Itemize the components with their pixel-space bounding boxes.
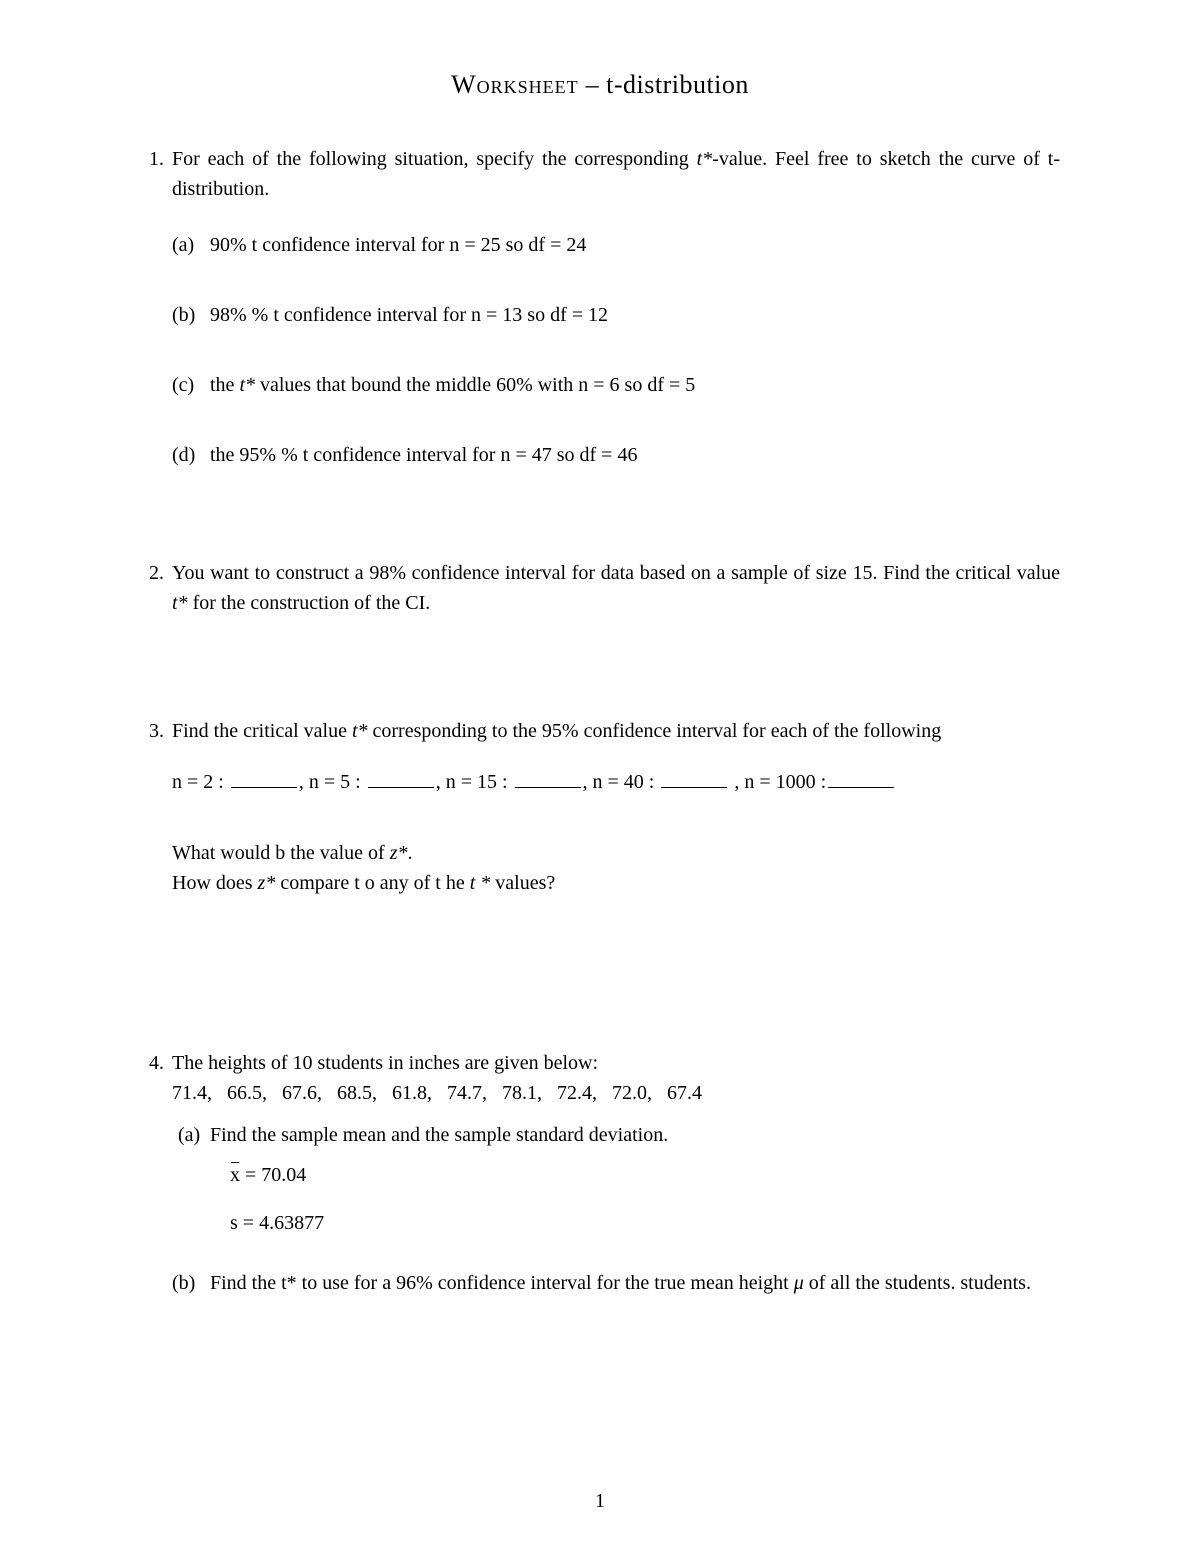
t-star-symbol-3b: t * xyxy=(470,872,491,894)
q3-follow2-b: compare t o any of t he xyxy=(275,872,469,894)
question-4: 4. The heights of 10 students in inches … xyxy=(140,1048,1060,1108)
blank-n5 xyxy=(368,770,434,788)
q4-xbar-value: = 70.04 xyxy=(240,1164,306,1186)
q1-a-label: (a) xyxy=(172,230,210,260)
q2-text-b: for the construction of the CI. xyxy=(188,592,431,614)
q3-followup: What would b the value of z*. How does z… xyxy=(172,838,1060,898)
q4-b: (b) Find the t* to use for a 96% confide… xyxy=(172,1268,1060,1298)
q4-data: 71.4, 66.5, 67.6, 68.5, 61.8, 74.7, 78.1… xyxy=(172,1078,1060,1108)
mu-symbol: μ xyxy=(794,1272,804,1294)
q4-s-value: s = 4.63877 xyxy=(230,1212,324,1234)
q3-text-b: corresponding to the 95% confidence inte… xyxy=(368,720,942,742)
q4-a-label: (a) xyxy=(172,1120,210,1150)
q3-follow-1: What would b the value of z*. xyxy=(172,838,1060,868)
q1-c-text-a: the xyxy=(210,374,239,396)
blank-n2 xyxy=(231,770,297,788)
q3-number: 3. xyxy=(140,716,172,746)
question-3: 3. Find the critical value t* correspond… xyxy=(140,716,1060,746)
q1-b-text: 98% % t confidence interval for n = 13 s… xyxy=(210,300,1060,330)
title-worksheet: Worksheet xyxy=(451,70,579,99)
q3-follow2-a: How does xyxy=(172,872,258,894)
q1-number: 1. xyxy=(140,144,172,204)
q3-text-a: Find the critical value xyxy=(172,720,352,742)
t-star-symbol-2: t* xyxy=(172,592,188,614)
q3-follow2-c: values? xyxy=(490,872,555,894)
blank-n1000 xyxy=(828,770,894,788)
q2-number: 2. xyxy=(140,558,172,618)
q1-d: (d) the 95% % t confidence interval for … xyxy=(172,440,1060,470)
q4-b-text-b: of all the students. students. xyxy=(804,1272,1031,1294)
question-2: 2. You want to construct a 98% confidenc… xyxy=(140,558,1060,618)
blank-n15 xyxy=(515,770,581,788)
title-topic: t-distribution xyxy=(606,70,749,99)
q1-b: (b) 98% % t confidence interval for n = … xyxy=(172,300,1060,330)
q1-a-text: 90% t confidence interval for n = 25 so … xyxy=(210,230,1060,260)
q1-d-label: (d) xyxy=(172,440,210,470)
q4-s: s = 4.63877 xyxy=(230,1208,1060,1238)
t-star-symbol-c: t* xyxy=(239,374,255,396)
q1-d-text: the 95% % t confidence interval for n = … xyxy=(210,440,1060,470)
q3-n5: , n = 5 : xyxy=(299,771,366,793)
q4-b-label: (b) xyxy=(172,1268,210,1298)
z-star-symbol-1: z* xyxy=(390,842,408,864)
q4-intro: The heights of 10 students in inches are… xyxy=(172,1048,1060,1078)
q3-follow1-a: What would b the value of xyxy=(172,842,390,864)
title-sep: – xyxy=(579,70,607,99)
t-star-symbol-3: t* xyxy=(352,720,368,742)
q1-c: (c) the t* values that bound the middle … xyxy=(172,370,1060,400)
q1-c-text-b: values that bound the middle 60% with n … xyxy=(255,374,695,396)
q3-body: Find the critical value t* corresponding… xyxy=(172,716,1060,746)
q2-text-a: You want to construct a 98% confidence i… xyxy=(172,562,1060,584)
x-bar-symbol: x xyxy=(230,1160,240,1190)
q1-c-body: the t* values that bound the middle 60% … xyxy=(210,370,1060,400)
q3-fill-line: n = 2 : , n = 5 : , n = 15 : , n = 40 : … xyxy=(172,770,1060,794)
q3-n1000: , n = 1000 : xyxy=(729,771,826,793)
q1-body: For each of the following situation, spe… xyxy=(172,144,1060,204)
q4-a: (a) Find the sample mean and the sample … xyxy=(172,1120,1060,1150)
question-1: 1. For each of the following situation, … xyxy=(140,144,1060,204)
q1-c-label: (c) xyxy=(172,370,210,400)
q4-xbar: x = 70.04 xyxy=(230,1160,1060,1190)
q3-follow1-b: . xyxy=(408,842,413,864)
page-title: Worksheet – t-distribution xyxy=(140,70,1060,100)
q1-b-label: (b) xyxy=(172,300,210,330)
page-number: 1 xyxy=(0,1490,1200,1513)
q1-a: (a) 90% t confidence interval for n = 25… xyxy=(172,230,1060,260)
t-star-symbol: t* xyxy=(697,148,713,170)
z-star-symbol-2: z* xyxy=(258,872,276,894)
q4-b-body: Find the t* to use for a 96% confidence … xyxy=(210,1268,1060,1298)
q4-body: The heights of 10 students in inches are… xyxy=(172,1048,1060,1108)
q3-follow-2: How does z* compare t o any of t he t * … xyxy=(172,868,1060,898)
q3-n15: , n = 15 : xyxy=(436,771,513,793)
q1-text-a: For each of the following situation, spe… xyxy=(172,148,697,170)
q4-b-text-a: Find the t* to use for a 96% confidence … xyxy=(210,1272,794,1294)
blank-n40 xyxy=(661,770,727,788)
q2-body: You want to construct a 98% confidence i… xyxy=(172,558,1060,618)
q4-a-text: Find the sample mean and the sample stan… xyxy=(210,1120,1060,1150)
q3-n2: n = 2 : xyxy=(172,771,229,793)
q4-number: 4. xyxy=(140,1048,172,1108)
q3-n40: , n = 40 : xyxy=(583,771,660,793)
